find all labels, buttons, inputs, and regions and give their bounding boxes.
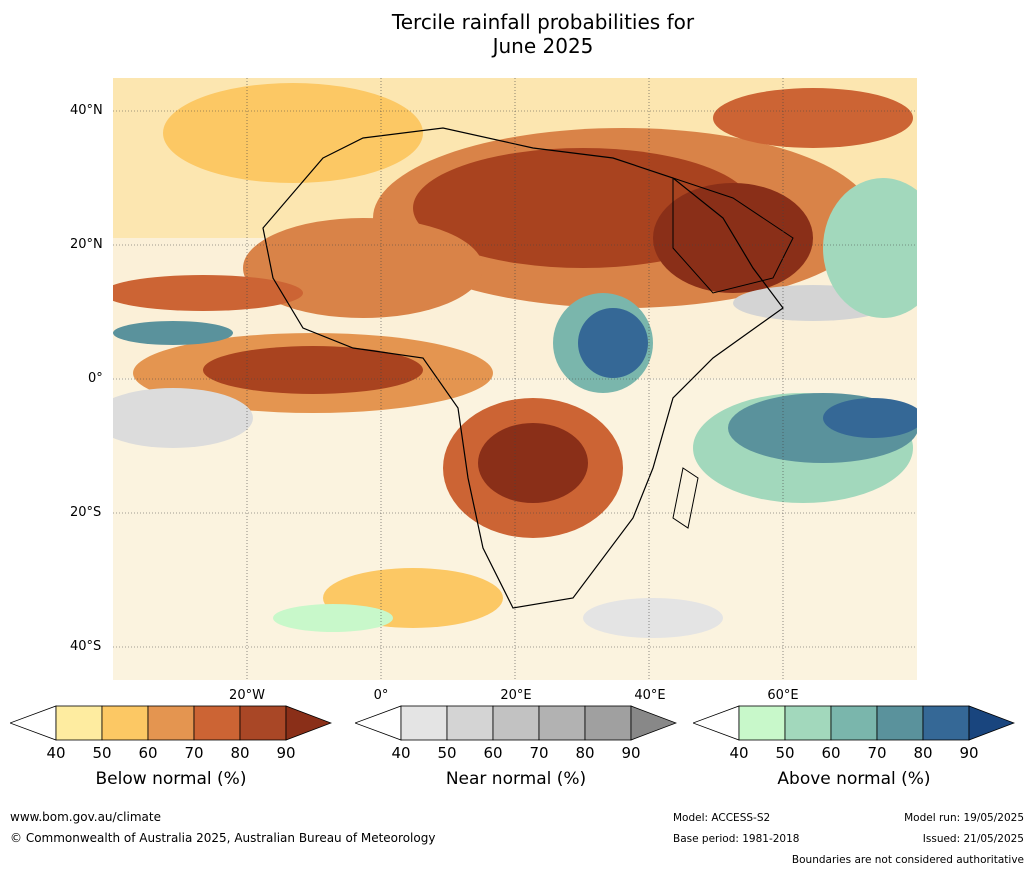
below-normal-tick-70: 70 (184, 744, 204, 762)
near-normal-swatches (355, 705, 677, 741)
colorbar-box (239, 705, 287, 741)
colorbar-box (193, 705, 241, 741)
above-normal-tick-80: 80 (913, 744, 933, 762)
colorbar-box (922, 705, 970, 741)
title-line-2: June 2025 (492, 34, 594, 58)
website-link[interactable]: www.bom.gov.au/climate (10, 810, 161, 824)
above-normal-colorbar (693, 705, 1015, 741)
above-normal-tick-60: 60 (821, 744, 841, 762)
lat-label-equator: 0° (88, 371, 103, 386)
lat-label-40n: 40°N (70, 103, 103, 118)
below-normal-tick-50: 50 (92, 744, 112, 762)
colorbar-box (147, 705, 195, 741)
model-run-date: Model run: 19/05/2025 (904, 812, 1024, 824)
colorbar-box (584, 705, 632, 741)
below-normal-swatches (10, 705, 332, 741)
colorbar-box (101, 705, 149, 741)
colorbar-box (400, 705, 448, 741)
colorbar-box (738, 705, 786, 741)
colorbar-box (784, 705, 832, 741)
near-normal-title: Near normal (%) (445, 769, 587, 789)
below-normal-tick-90: 90 (276, 744, 296, 762)
below-normal-tick-60: 60 (138, 744, 158, 762)
below-normal-colorbar (10, 705, 332, 741)
colorbar-box (830, 705, 878, 741)
colorbar-max-extend (285, 705, 332, 741)
near-normal-tick-40: 40 (391, 744, 411, 762)
base-period: Base period: 1981-2018 (673, 833, 800, 845)
above-normal-tick-90: 90 (959, 744, 979, 762)
lon-label-20w: 20°W (229, 688, 265, 703)
above-normal-tick-50: 50 (775, 744, 795, 762)
rainfall-probability-map (113, 78, 917, 680)
map-title: Tercile rainfall probabilities for June … (0, 10, 1035, 58)
boundaries-disclaimer: Boundaries are not considered authoritat… (791, 854, 1024, 866)
near-normal-tick-50: 50 (437, 744, 457, 762)
colorbar-max-extend (968, 705, 1015, 741)
below-normal-title: Below normal (%) (95, 769, 247, 789)
colorbar-min-extend (355, 705, 402, 741)
colorbar-box (446, 705, 494, 741)
near-normal-tick-70: 70 (529, 744, 549, 762)
lon-label-20e: 20°E (500, 688, 532, 703)
lat-label-20s: 20°S (70, 505, 102, 520)
lat-label-40s: 40°S (70, 639, 102, 654)
colorbar-min-extend (693, 705, 740, 741)
above-normal-tick-70: 70 (867, 744, 887, 762)
colorbar-box (55, 705, 103, 741)
model-name: Model: ACCESS-S2 (673, 812, 771, 824)
colorbar-box (876, 705, 924, 741)
lat-label-20n: 20°N (70, 237, 103, 252)
above-normal-tick-40: 40 (729, 744, 749, 762)
lon-label-60e: 60°E (767, 688, 799, 703)
colorbar-box (492, 705, 540, 741)
below-normal-tick-80: 80 (230, 744, 250, 762)
above-normal-title: Above normal (%) (777, 769, 931, 789)
near-normal-tick-80: 80 (575, 744, 595, 762)
colorbar-box (538, 705, 586, 741)
above-normal-swatches (693, 705, 1015, 741)
colorbar-max-extend (630, 705, 677, 741)
copyright-text: © Commonwealth of Australia 2025, Austra… (10, 831, 436, 845)
colorbar-min-extend (10, 705, 57, 741)
near-normal-colorbar (355, 705, 677, 741)
title-line-1: Tercile rainfall probabilities for (391, 10, 695, 34)
lon-label-40e: 40°E (634, 688, 666, 703)
issued-date: Issued: 21/05/2025 (922, 833, 1024, 845)
near-normal-tick-60: 60 (483, 744, 503, 762)
near-normal-tick-90: 90 (621, 744, 641, 762)
lon-label-0: 0° (373, 688, 389, 703)
below-normal-tick-40: 40 (46, 744, 66, 762)
